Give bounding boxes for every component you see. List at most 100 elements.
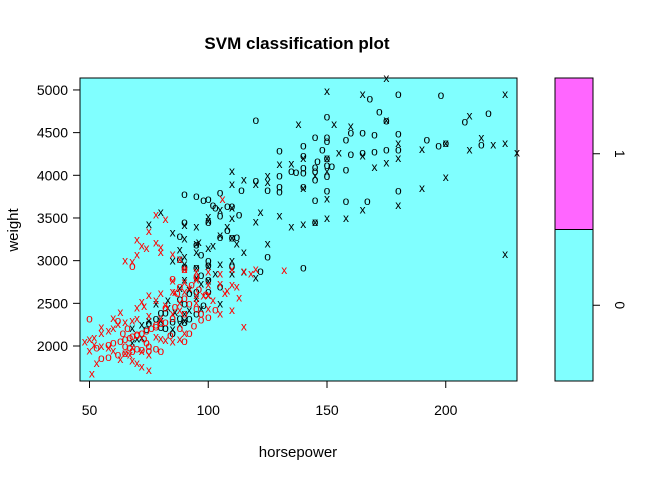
data-point-class-0-cross: x [139,331,145,345]
data-point-class-1-circle: o [193,302,200,316]
data-point-class-1-circle: o [124,321,131,335]
data-point-class-0-circle: o [169,314,176,328]
data-point-class-0-cross: x [300,217,306,231]
data-point-class-0-cross: x [205,209,211,223]
data-point-class-0-cross: x [229,211,235,225]
data-point-class-0-cross: x [502,136,508,150]
data-point-class-0-circle: o [217,230,224,244]
data-point-class-1-cross: x [98,320,104,334]
data-point-class-1-cross: x [170,273,176,287]
data-point-class-1-cross: x [91,337,97,351]
data-point-class-0-circle: o [257,264,264,278]
data-point-class-0-cross: x [186,283,192,297]
data-point-class-1-circle: o [93,341,100,355]
data-point-class-0-cross: x [129,321,135,335]
data-point-class-0-circle: o [198,268,205,282]
data-point-class-1-cross: x [229,303,235,317]
data-point-class-1-cross: x [222,286,228,300]
data-point-class-1-cross: x [163,333,169,347]
data-point-class-0-cross: x [229,177,235,191]
data-point-class-0-cross: x [395,198,401,212]
legend-frame [554,77,594,382]
data-point-class-0-cross: x [300,181,306,195]
data-point-class-0-cross: x [182,307,188,321]
data-point-class-1-cross: x [153,330,159,344]
data-point-class-1-cross: x [94,356,100,370]
data-point-class-1-cross: x [193,272,199,286]
data-point-class-1-cross: x [98,326,104,340]
data-point-class-1-circle: o [188,278,195,292]
data-point-class-0-circle: o [236,208,243,222]
data-point-class-1-circle: o [157,344,164,358]
data-point-class-1-circle: o [122,339,129,353]
data-point-class-1-cross: x [210,293,216,307]
data-point-class-0-circle: o [324,151,331,165]
data-point-class-0-circle: o [276,185,283,199]
data-point-class-1-circle: o [143,336,150,350]
data-point-class-0-cross: x [467,143,473,157]
data-point-class-0-circle: o [300,161,307,175]
data-point-class-0-circle: o [300,166,307,180]
data-point-class-0-cross: x [265,237,271,251]
data-point-class-1-cross: x [122,254,128,268]
data-point-class-0-circle: o [205,192,212,206]
data-point-class-1-cross: x [170,307,176,321]
data-point-class-1-cross: x [153,208,159,222]
data-point-class-1-cross: x [158,240,164,254]
data-point-class-0-cross: x [177,281,183,295]
data-point-class-0-circle: o [435,138,442,152]
data-point-class-0-circle: o [200,193,207,207]
data-point-class-0-circle: o [328,159,335,173]
data-point-class-0-circle: o [461,115,468,129]
data-point-class-0-cross: x [198,277,204,291]
data-point-class-0-circle: o [193,189,200,203]
data-point-class-1-circle: o [198,307,205,321]
data-point-class-0-cross: x [172,305,178,319]
data-point-class-0-circle: o [312,173,319,187]
data-point-class-1-cross: x [146,288,152,302]
data-point-class-1-cross: x [98,339,104,353]
data-point-class-1-cross: x [153,236,159,250]
data-point-class-1-cross: x [117,305,123,319]
data-point-class-0-cross: x [360,87,366,101]
data-point-class-0-circle: o [347,147,354,161]
data-point-class-0-circle: o [312,130,319,144]
data-point-class-0-cross: x [312,168,318,182]
y-tick-label: 4500 [37,125,68,141]
data-point-class-0-circle: o [442,136,449,150]
data-point-class-0-cross: x [217,296,223,310]
data-point-class-0-cross: x [186,303,192,317]
data-point-class-0-cross: x [193,271,199,285]
data-point-class-1-circle: o [186,326,193,340]
data-point-class-0-circle: o [205,284,212,298]
data-point-class-0-cross: x [212,267,218,281]
data-point-class-0-circle: o [181,315,188,329]
data-point-class-1-cross: x [224,284,230,298]
data-point-class-1-cross: x [177,252,183,266]
data-point-class-0-cross: x [331,117,337,131]
data-point-class-1-circle: o [169,272,176,286]
data-point-class-0-cross: x [253,271,259,285]
data-point-class-1-cross: x [205,288,211,302]
data-point-class-0-circle: o [276,168,283,182]
data-point-class-1-cross: x [182,284,188,298]
data-point-class-0-circle: o [181,187,188,201]
data-point-class-0-cross: x [182,272,188,286]
data-point-class-1-cross: x [281,263,287,277]
data-point-class-0-cross: x [229,254,235,268]
data-point-class-0-circle: o [162,306,169,320]
data-point-class-1-cross: x [220,192,226,206]
data-point-class-0-cross: x [419,181,425,195]
data-point-class-0-circle: o [264,183,271,197]
data-point-class-0-circle: o [210,198,217,212]
data-point-class-0-cross: x [193,291,199,305]
data-point-class-0-circle: o [186,286,193,300]
data-point-class-0-cross: x [324,164,330,178]
data-point-class-0-cross: x [170,226,176,240]
data-point-class-0-circle: o [324,184,331,198]
data-point-class-1-cross: x [153,293,159,307]
data-point-class-0-circle: o [217,185,224,199]
data-point-class-0-circle: o [300,149,307,163]
data-point-class-1-cross: x [91,331,97,345]
data-point-class-0-circle: o [193,307,200,321]
